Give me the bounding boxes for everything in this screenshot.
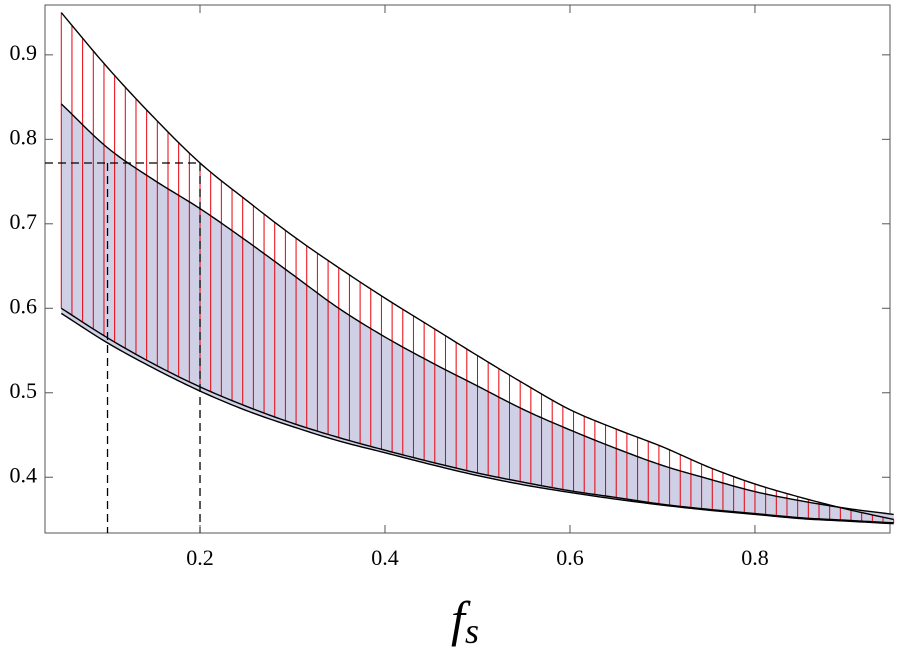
- y-tick-label: 0.4: [10, 462, 38, 487]
- y-tick-label: 0.9: [10, 40, 38, 65]
- y-tick-label: 0.8: [10, 124, 38, 149]
- curve: [60, 12, 894, 521]
- plot-frame: [44, 4, 891, 534]
- x-tick-label: 0.6: [556, 545, 584, 570]
- x-tick-label: 0.2: [186, 545, 214, 570]
- y-tick-label: 0.7: [10, 209, 38, 234]
- x-axis-label-sub: s: [465, 611, 479, 651]
- x-tick-label: 0.8: [741, 545, 769, 570]
- y-tick-label: 0.5: [10, 378, 38, 403]
- x-axis-label: fs: [451, 591, 479, 651]
- y-tick-label: 0.6: [10, 293, 38, 318]
- x-tick-label: 0.4: [371, 545, 399, 570]
